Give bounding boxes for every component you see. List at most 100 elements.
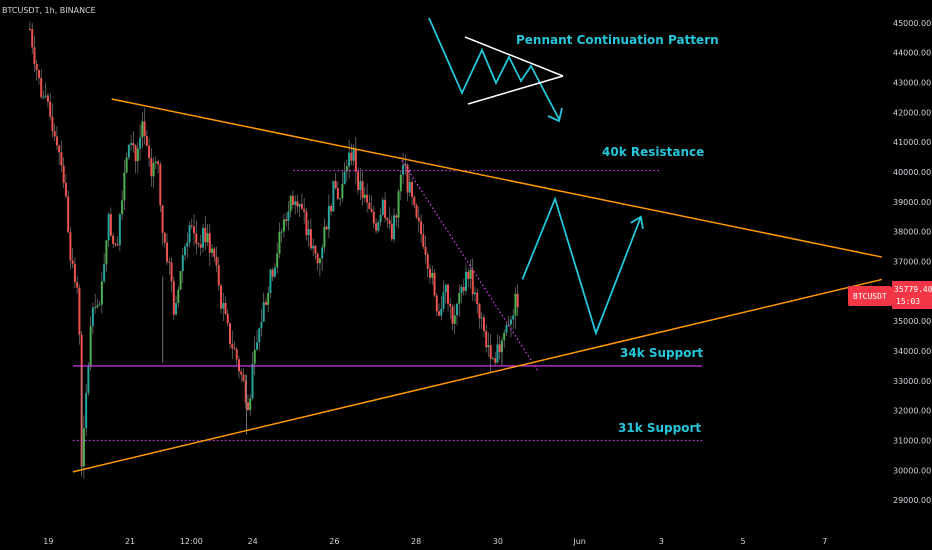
candle-body [181, 255, 184, 272]
candle-body [476, 292, 479, 305]
candle-body [480, 317, 483, 319]
candle-body [372, 211, 375, 224]
candle-body [62, 165, 65, 183]
price-tick-label: 35000.00 [893, 317, 931, 326]
candle-body [33, 47, 36, 64]
candle-body [150, 158, 153, 177]
price-tick-label: 41000.00 [893, 138, 931, 147]
candle-body [98, 304, 101, 306]
candle-body [357, 171, 360, 191]
candle-body [440, 308, 443, 316]
time-axis[interactable]: 19 21 12:00 24 26 28 30 Jun 3 5 7 [43, 537, 827, 546]
candle-body [152, 163, 155, 177]
candle-body [458, 293, 461, 304]
price-tick-label: 32000.00 [893, 407, 931, 416]
candle-body [395, 215, 398, 218]
candle-body [67, 196, 70, 233]
pennant-arrowhead [547, 107, 563, 123]
candle-body [487, 345, 490, 348]
candle-body [294, 201, 297, 205]
candle-body [377, 222, 380, 231]
candle-body [413, 196, 416, 206]
candle-body [505, 325, 508, 333]
price-axis[interactable]: 45000.00 44000.00 43000.00 42000.00 41000.00… [893, 19, 931, 505]
candle-body [206, 233, 209, 243]
candle-body [132, 143, 135, 146]
candle-body [402, 165, 405, 175]
time-tick-label: 26 [329, 537, 339, 546]
candle-body [471, 269, 474, 295]
price-tick-label: 29000.00 [893, 496, 931, 505]
candle-body [442, 292, 445, 309]
candle-body [494, 358, 497, 363]
support-31k-label: 31k Support [618, 421, 701, 435]
candle-body [305, 211, 308, 236]
candle-body [267, 293, 270, 305]
candle-body [384, 199, 387, 219]
candle-body [341, 184, 344, 199]
diagonal-resistance-line [399, 156, 540, 373]
time-tick-label: 12:00 [180, 537, 203, 546]
candle-body [298, 203, 301, 207]
candle-body [60, 152, 63, 166]
candle-body [422, 234, 425, 247]
resistance-40k-label: 40k Resistance [602, 145, 704, 159]
candle-body [186, 242, 189, 247]
candle-body [321, 247, 324, 259]
time-tick-label: 24 [248, 537, 258, 546]
candle-body [139, 137, 142, 149]
candle-body [87, 366, 90, 393]
candle-body [363, 194, 366, 198]
price-tick-label: 34000.00 [893, 347, 931, 356]
time-tick-label: Jun [572, 537, 586, 546]
candle-body [188, 225, 191, 243]
candle-body [420, 221, 423, 235]
candle-body [489, 345, 492, 359]
candle-body [269, 269, 272, 294]
candle-body [318, 258, 321, 264]
candle-body [411, 182, 414, 197]
overlays-layer [72, 17, 883, 473]
price-tick-label: 45000.00 [893, 19, 931, 28]
candle-body [69, 232, 72, 261]
candle-body [123, 172, 126, 201]
candle-body [49, 101, 52, 117]
candle-body [289, 195, 292, 212]
candle-body [107, 214, 110, 241]
candle-body [35, 63, 38, 71]
price-tick-label: 37000.00 [893, 258, 931, 267]
candle-body [215, 256, 218, 266]
candle-body [327, 205, 330, 230]
time-tick-label: 5 [741, 537, 746, 546]
candle-body [55, 136, 58, 146]
candle-body [46, 95, 49, 102]
last-price-tag: BTCUSDT 35779.40 15:03 [848, 281, 932, 309]
candle-body [217, 265, 220, 286]
candle-body [166, 242, 169, 262]
candle-body [222, 302, 225, 309]
candle-body [116, 244, 119, 246]
candle-body [287, 211, 290, 221]
candle-body [118, 214, 121, 245]
candle-body [424, 246, 427, 255]
candle-body [408, 182, 411, 193]
candle-body [159, 164, 162, 206]
time-tick-label: 3 [659, 537, 664, 546]
candle-body [208, 233, 211, 253]
candle-body [40, 78, 43, 98]
candle-body [393, 215, 396, 240]
support-34k-label: 34k Support [620, 346, 703, 360]
candle-body [190, 225, 193, 227]
candle-body [213, 248, 216, 257]
candle-body [464, 271, 467, 291]
candle-body [28, 28, 31, 30]
candle-body [388, 220, 391, 224]
candle-body [359, 181, 362, 191]
candle-body [134, 145, 137, 162]
candle-body [509, 319, 512, 325]
candle-body [447, 284, 450, 304]
candle-body [53, 131, 56, 137]
projection-path [521, 196, 642, 336]
candle-body [100, 281, 103, 305]
